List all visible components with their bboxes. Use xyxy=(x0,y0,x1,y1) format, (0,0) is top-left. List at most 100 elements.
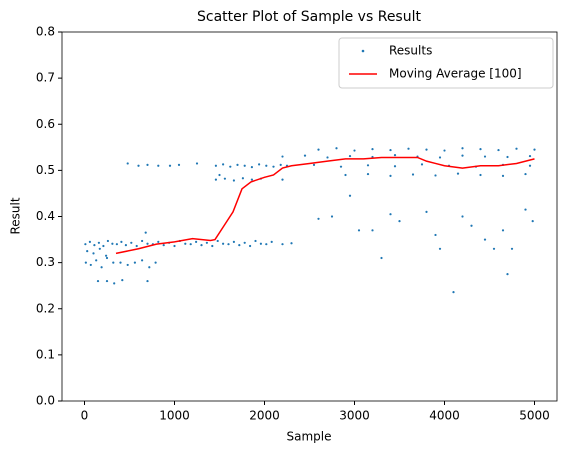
point xyxy=(366,164,370,167)
point xyxy=(223,177,226,180)
point xyxy=(112,261,115,264)
point xyxy=(348,154,352,158)
y-tick-label: 0.8 xyxy=(36,25,55,39)
point xyxy=(393,165,397,168)
point xyxy=(96,279,100,283)
point xyxy=(195,240,198,243)
point xyxy=(524,208,527,211)
point xyxy=(434,174,437,177)
point xyxy=(211,244,214,248)
point xyxy=(95,259,98,262)
point xyxy=(120,240,123,243)
point xyxy=(483,155,487,158)
point xyxy=(106,239,109,243)
point xyxy=(281,155,284,158)
point xyxy=(121,279,124,282)
point xyxy=(105,256,109,260)
point xyxy=(272,165,275,168)
point xyxy=(89,263,92,267)
point xyxy=(102,244,105,248)
point xyxy=(232,240,235,243)
point xyxy=(265,243,268,246)
point xyxy=(227,243,230,246)
point xyxy=(195,162,199,165)
point xyxy=(393,154,397,157)
point xyxy=(515,147,518,150)
point xyxy=(154,261,157,264)
point xyxy=(137,164,140,167)
point xyxy=(168,164,172,167)
point xyxy=(317,217,320,220)
point xyxy=(438,247,442,250)
point xyxy=(205,241,208,244)
point xyxy=(398,220,401,223)
plot-frame xyxy=(61,31,558,402)
point xyxy=(470,224,473,227)
point xyxy=(389,213,392,216)
point xyxy=(105,254,108,257)
point xyxy=(270,240,273,243)
x-tick-label: 2000 xyxy=(249,409,280,423)
point xyxy=(317,148,320,151)
point xyxy=(124,243,127,247)
point xyxy=(84,261,87,264)
point xyxy=(407,147,410,150)
point xyxy=(335,147,338,150)
point xyxy=(119,261,122,264)
y-tick-label: 0.6 xyxy=(36,117,55,131)
point xyxy=(144,231,147,234)
point xyxy=(506,155,509,159)
point xyxy=(344,173,347,177)
chart-title: Scatter Plot of Sample vs Result xyxy=(197,9,421,25)
point xyxy=(173,244,176,248)
point xyxy=(528,154,532,158)
legend-box xyxy=(338,37,554,89)
point xyxy=(146,242,149,245)
point xyxy=(443,149,446,152)
point xyxy=(113,282,116,285)
point xyxy=(533,148,536,151)
point xyxy=(389,148,392,152)
point xyxy=(279,163,282,166)
point xyxy=(434,233,437,237)
point xyxy=(232,179,235,182)
point xyxy=(438,156,442,159)
point xyxy=(259,242,262,245)
point xyxy=(531,220,534,223)
x-tick-label: 3000 xyxy=(339,409,370,423)
point xyxy=(141,259,144,262)
point xyxy=(135,244,138,248)
point xyxy=(222,242,225,245)
point xyxy=(265,164,268,167)
point xyxy=(461,147,464,150)
point xyxy=(133,261,136,264)
point xyxy=(339,165,343,168)
point xyxy=(214,178,217,181)
point xyxy=(510,247,514,250)
point xyxy=(249,244,252,248)
point xyxy=(88,240,91,243)
point xyxy=(214,164,217,167)
x-tick-label: 5000 xyxy=(519,409,550,423)
point xyxy=(146,279,149,283)
y-tick-label: 0.4 xyxy=(36,209,55,223)
point xyxy=(483,238,487,241)
point xyxy=(130,241,133,244)
point xyxy=(200,243,203,247)
point xyxy=(425,148,428,151)
point xyxy=(456,172,460,175)
point xyxy=(216,239,219,243)
legend-label: Moving Average [100] xyxy=(389,67,522,81)
point xyxy=(452,291,455,294)
point xyxy=(312,163,316,166)
point xyxy=(218,173,221,177)
point xyxy=(243,241,246,244)
point xyxy=(479,173,482,177)
point xyxy=(126,263,129,267)
point xyxy=(501,174,505,178)
point xyxy=(281,243,284,246)
point xyxy=(146,163,149,166)
point xyxy=(326,156,329,159)
point xyxy=(303,154,307,157)
point xyxy=(501,229,505,232)
